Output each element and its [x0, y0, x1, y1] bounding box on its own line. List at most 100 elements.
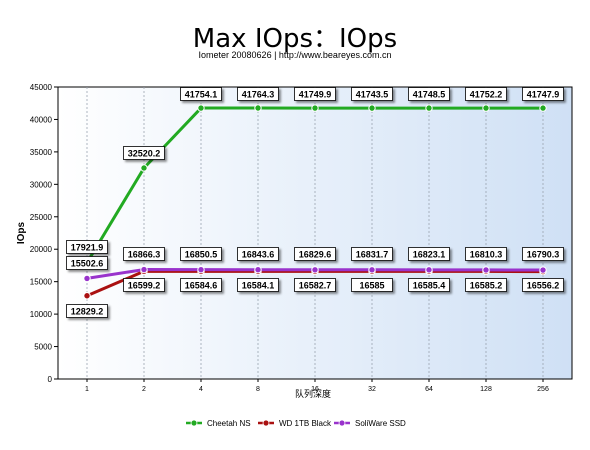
data-label-box	[180, 247, 222, 261]
y-tick-label: 35000	[30, 148, 53, 157]
data-point	[83, 274, 91, 283]
legend-label: WD 1TB Black	[279, 419, 332, 428]
data-point	[254, 266, 262, 274]
y-tick-label: 5000	[34, 343, 52, 352]
data-label: 16810.3	[470, 250, 503, 260]
legend-marker	[262, 419, 270, 427]
data-label: 16582.7	[299, 281, 332, 291]
data-label-box	[294, 278, 336, 292]
y-tick-label: 40000	[30, 115, 53, 124]
x-tick-label: 4	[199, 386, 203, 393]
data-label-box	[408, 87, 450, 101]
data-label-box	[180, 87, 222, 101]
data-point	[311, 266, 319, 274]
data-label: 41754.1	[185, 90, 218, 100]
y-tick-label: 25000	[30, 213, 53, 222]
data-label-box	[351, 87, 393, 101]
y-tick-label: 45000	[30, 83, 53, 92]
data-label: 41747.9	[527, 90, 560, 100]
data-label-box	[351, 278, 393, 292]
x-tick-label: 1	[85, 386, 89, 393]
x-tick-label: 128	[480, 386, 492, 393]
data-label-box	[522, 278, 564, 292]
data-label: 16866.3	[128, 250, 161, 260]
data-label: 16584.6	[185, 281, 218, 291]
series-points	[83, 104, 547, 300]
data-label-box	[522, 247, 564, 261]
data-label-box	[66, 240, 108, 254]
data-label: 32520.2	[128, 149, 161, 159]
data-label-box	[465, 247, 507, 261]
data-label: 16599.2	[128, 281, 161, 291]
y-tick-label: 30000	[30, 180, 53, 189]
data-point	[368, 266, 376, 274]
data-label-box	[294, 247, 336, 261]
data-label: 12829.2	[71, 307, 104, 317]
data-point	[539, 104, 547, 112]
data-label: 16556.2	[527, 281, 560, 291]
x-tick-label: 8	[256, 386, 260, 393]
chart-subtitle: Iometer 20080626 | http://www.beareyes.c…	[198, 50, 392, 60]
data-label: 16823.1	[413, 250, 446, 260]
data-label-box	[66, 256, 108, 270]
data-label: 17921.9	[71, 243, 104, 253]
data-point	[311, 104, 319, 112]
data-label-box	[237, 87, 279, 101]
legend-label: Cheetah NS	[207, 419, 251, 428]
data-point	[83, 292, 91, 300]
x-tick-label: 16	[311, 386, 319, 393]
data-point	[140, 265, 148, 274]
data-label: 16585.2	[470, 281, 503, 291]
data-point	[482, 104, 490, 112]
data-label-box	[522, 87, 564, 101]
data-label: 15502.6	[71, 259, 104, 269]
data-label-box	[294, 87, 336, 101]
data-label-box	[123, 278, 165, 292]
y-tick-label: 0	[48, 375, 53, 384]
data-point	[425, 266, 433, 274]
data-label-box	[66, 304, 108, 318]
data-point	[197, 265, 205, 274]
data-label: 16850.5	[185, 250, 218, 260]
data-label: 16585.4	[413, 281, 446, 291]
data-label-box	[123, 247, 165, 261]
x-tick-label: 64	[425, 386, 433, 393]
x-tick-label: 32	[368, 386, 376, 393]
data-label: 16843.6	[242, 250, 275, 260]
data-label-box	[237, 247, 279, 261]
data-point	[197, 104, 205, 112]
data-label: 41749.9	[299, 90, 332, 100]
chart-title: Max IOps：IOps	[192, 24, 398, 54]
x-tick-label: 2	[142, 386, 146, 393]
data-point	[425, 104, 433, 112]
legend: Cheetah NS WD 1TB Black SoliWare SSD	[186, 419, 406, 428]
legend-marker	[190, 419, 198, 427]
data-label-box	[351, 247, 393, 261]
data-point	[539, 266, 547, 274]
data-label-box	[465, 278, 507, 292]
x-tick-label: 256	[537, 386, 549, 393]
data-label-box	[408, 247, 450, 261]
y-tick-label: 20000	[30, 245, 53, 254]
data-label: 41748.5	[413, 90, 446, 100]
data-point	[140, 164, 148, 172]
data-label-box	[123, 146, 165, 160]
grid-lines	[86, 87, 544, 379]
data-label: 41752.2	[470, 90, 503, 100]
data-labels: 17921.9 32520.2 41754.1 41764.3 41749.9 41743…	[66, 87, 564, 318]
data-label-box	[408, 278, 450, 292]
data-label: 16829.6	[299, 250, 332, 260]
data-label: 41764.3	[242, 90, 275, 100]
y-axis-label: IOps	[16, 221, 27, 244]
data-label-box	[465, 87, 507, 101]
data-label: 16790.3	[527, 250, 560, 260]
x-axis-label: 队列深度	[295, 388, 331, 399]
legend-marker	[338, 419, 346, 427]
legend-label: SoliWare SSD	[355, 419, 406, 428]
data-label: 16831.7	[356, 250, 389, 260]
data-label: 16585	[359, 281, 384, 291]
axes: 0 5000 10000 15000 20000 25000 30000 35000 40000…	[30, 83, 549, 393]
data-label-box	[237, 278, 279, 292]
